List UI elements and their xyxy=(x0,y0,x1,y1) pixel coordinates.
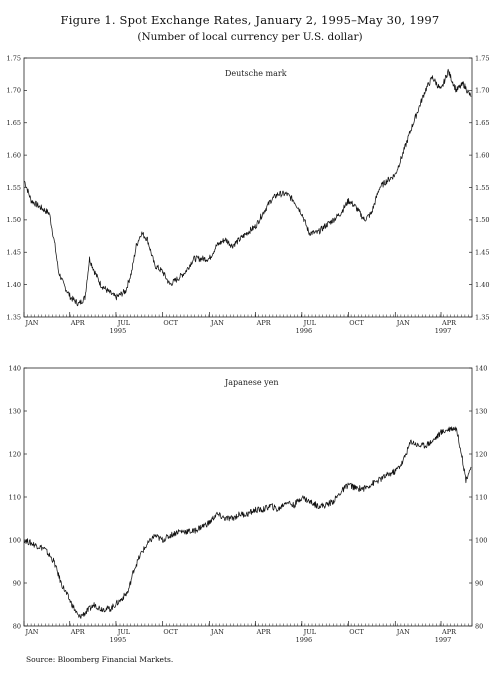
x-tick-label: APR xyxy=(70,319,86,327)
series-label: Deutsche mark xyxy=(225,69,287,78)
y-tick-label-left: 100 xyxy=(9,536,21,544)
x-tick-label: JUL xyxy=(117,628,131,636)
y-tick-label-right: 120 xyxy=(475,450,487,458)
x-tick-label: JUL xyxy=(117,319,131,327)
y-tick-label-right: 100 xyxy=(475,536,487,544)
y-tick-label-left: 120 xyxy=(9,450,21,458)
y-tick-label-right: 1.35 xyxy=(475,313,489,321)
y-tick-label-left: 1.60 xyxy=(7,151,21,159)
y-tick-label-right: 1.40 xyxy=(475,281,489,289)
x-year-label: 1996 xyxy=(296,636,313,644)
y-tick-label-right: 1.60 xyxy=(475,151,489,159)
y-tick-label-right: 90 xyxy=(475,579,483,587)
x-year-label: 1995 xyxy=(110,636,127,644)
x-tick-label: OCT xyxy=(349,628,364,636)
x-year-label: 1997 xyxy=(435,327,452,335)
y-tick-label-right: 80 xyxy=(475,622,483,630)
x-tick-label: APR xyxy=(441,319,457,327)
y-tick-label-right: 110 xyxy=(475,493,487,501)
chart-0: 1.35 1.35 1.40 1.40 1.45 1.45 1.50 1.50 1.55 1.55… xyxy=(7,54,490,335)
y-tick-label-right: 1.50 xyxy=(475,216,489,224)
x-tick-label: OCT xyxy=(349,319,364,327)
chart-1: 80 80 90 90 100 100 110 110 120 120 130 130 140 140 JA… xyxy=(9,364,488,644)
x-tick-label: APR xyxy=(256,319,272,327)
x-tick-label: JAN xyxy=(396,628,410,636)
x-tick-label: OCT xyxy=(163,319,178,327)
y-tick-label-left: 1.35 xyxy=(7,313,21,321)
figure-title: Figure 1. Spot Exchange Rates, January 2… xyxy=(60,13,440,27)
x-tick-label: OCT xyxy=(163,628,178,636)
x-year-label: 1995 xyxy=(110,327,127,335)
y-tick-label-left: 1.65 xyxy=(7,119,21,127)
x-tick-label: APR xyxy=(441,628,457,636)
y-tick-label-left: 1.70 xyxy=(7,87,21,95)
y-tick-label-left: 1.45 xyxy=(7,249,21,257)
y-tick-label-right: 1.70 xyxy=(475,87,489,95)
y-tick-label-right: 130 xyxy=(475,407,487,415)
figure-subtitle: (Number of local currency per U.S. dolla… xyxy=(137,31,363,43)
y-tick-label-left: 1.55 xyxy=(7,184,21,192)
y-tick-label-left: 1.40 xyxy=(7,281,21,289)
x-tick-label: JAN xyxy=(396,319,410,327)
x-tick-label: JAN xyxy=(25,319,39,327)
y-tick-label-left: 1.75 xyxy=(7,54,21,62)
x-tick-label: JUL xyxy=(303,628,317,636)
y-tick-label-left: 80 xyxy=(13,622,21,630)
y-tick-label-right: 1.65 xyxy=(475,119,489,127)
y-tick-label-right: 140 xyxy=(475,364,487,372)
series-label: Japanese yen xyxy=(224,378,279,387)
series-line xyxy=(24,68,472,307)
plot-frame xyxy=(23,367,473,627)
y-tick-label-left: 90 xyxy=(13,579,21,587)
x-tick-label: APR xyxy=(256,628,272,636)
x-tick-label: APR xyxy=(70,628,86,636)
x-tick-label: JAN xyxy=(210,628,224,636)
y-tick-label-left: 1.50 xyxy=(7,216,21,224)
x-tick-label: JAN xyxy=(210,319,224,327)
y-tick-label-right: 1.45 xyxy=(475,249,489,257)
y-tick-label-left: 110 xyxy=(9,493,21,501)
x-year-label: 1996 xyxy=(296,327,313,335)
y-tick-label-left: 130 xyxy=(9,407,21,415)
x-tick-label: JAN xyxy=(25,628,39,636)
y-tick-label-right: 1.55 xyxy=(475,184,489,192)
x-tick-label: JUL xyxy=(303,319,317,327)
source-note: Source: Bloomberg Financial Markets. xyxy=(26,655,174,664)
plot-frame xyxy=(23,57,473,318)
series-line xyxy=(24,426,472,619)
x-year-label: 1997 xyxy=(435,636,452,644)
y-tick-label-right: 1.75 xyxy=(475,54,489,62)
y-tick-label-left: 140 xyxy=(9,364,21,372)
